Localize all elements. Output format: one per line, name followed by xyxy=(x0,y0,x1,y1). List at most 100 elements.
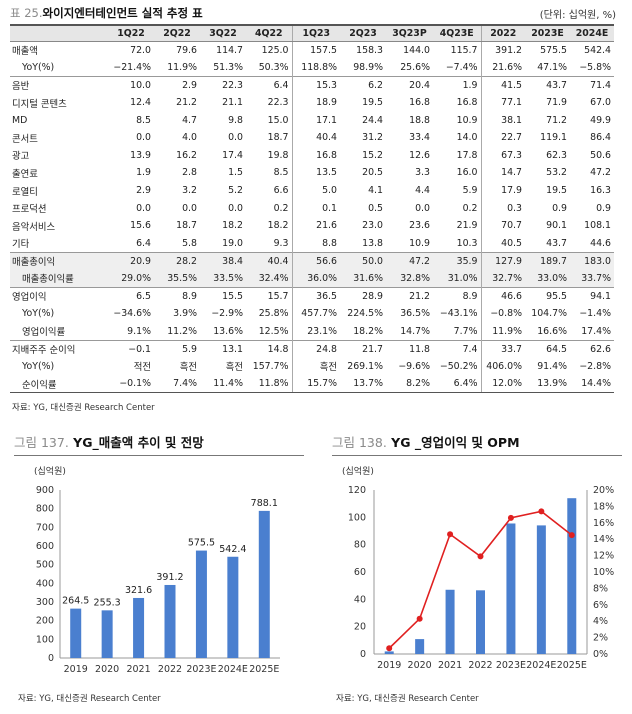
table-cell: 62.3 xyxy=(546,149,567,161)
table-cell: 391.2 xyxy=(480,40,525,59)
table-cell: 2.9 xyxy=(136,185,151,197)
table-cell: 98.9% xyxy=(353,61,383,73)
table-cell: 36.0% xyxy=(291,269,340,288)
table-cell: 8.2% xyxy=(386,375,433,394)
table-cell: 94.1 xyxy=(570,286,614,305)
table-cell: 22.3 xyxy=(267,97,289,109)
table-cell: 21.6 xyxy=(291,216,340,235)
table-cell: 40.4 xyxy=(291,128,340,147)
table-cell: 12.5% xyxy=(258,325,289,337)
y-tick-label: 400 xyxy=(36,578,54,589)
table-cell: 542.4 xyxy=(570,40,614,59)
table-cell: 11.8 xyxy=(386,339,433,358)
table-cell: 17.1 xyxy=(291,111,340,129)
table-cell: 17.9 xyxy=(480,181,525,200)
table-cell: 77.1 xyxy=(480,93,525,112)
table-cell: 1.5 xyxy=(228,167,243,179)
table-cell: 적전 xyxy=(133,362,151,374)
fig137-source: 자료: YG, 대신증권 Research Center xyxy=(18,694,161,704)
table-cell: 115.7 xyxy=(433,40,481,59)
op-profit-bar xyxy=(476,590,485,654)
y-tick-label: 0 xyxy=(48,653,54,664)
table-cell: 64.5 xyxy=(525,339,570,358)
y2-tick-label: 16% xyxy=(593,518,614,529)
table-cell: 62.6 xyxy=(570,339,614,358)
opm-point xyxy=(447,531,454,538)
table-cell: 흑전 xyxy=(179,362,197,374)
row-label: 영업이익률 xyxy=(22,327,66,339)
table-cell: 158.3 xyxy=(340,40,386,59)
table-cell: 4.0 xyxy=(182,132,197,144)
table-cell: 33.7% xyxy=(570,269,614,288)
table-cell: 32.4% xyxy=(246,269,292,288)
op-profit-bar xyxy=(536,525,546,654)
column-header: 1Q22 xyxy=(108,24,154,42)
table-title-prefix: 표 25. xyxy=(10,6,43,20)
y2-tick-label: 12% xyxy=(593,551,614,562)
table-cell: 0.1 xyxy=(291,199,340,217)
table-cell: −0.1 xyxy=(108,339,154,358)
table-row: YoY(%) 적전 흑전 흑전 157.7% 흑전 269.1% −9.6% −50.2% 406… xyxy=(10,357,614,376)
table-cell: 157.5 xyxy=(291,40,340,59)
row-label: 콘서트 xyxy=(12,133,38,145)
table-cell: −5.8% xyxy=(579,61,611,73)
table-cell: 3.9% xyxy=(173,308,197,320)
x-tick-label: 2023E xyxy=(186,664,216,675)
table-cell: 16.8 xyxy=(409,97,430,109)
table-cell: 16.3 xyxy=(590,185,611,197)
table-cell: 29.0% xyxy=(108,269,154,288)
table-cell: 6.4% xyxy=(433,375,481,394)
table-cell: 21.2 xyxy=(386,286,433,305)
table-cell: 0.0 xyxy=(136,202,151,214)
row-label: YoY(%) xyxy=(22,360,55,372)
table-cell: 49.9 xyxy=(590,114,611,126)
y-axis-unit-label: (십억원) xyxy=(34,465,66,477)
table-cell: 23.1% xyxy=(291,322,340,341)
table-cell: 43.7 xyxy=(525,75,570,94)
table-cell: 16.8 xyxy=(456,97,478,109)
table-cell: 18.7 xyxy=(267,132,289,144)
table-cell: 13.1 xyxy=(200,339,246,358)
table-cell: 51.3% xyxy=(213,61,243,73)
revenue-bar xyxy=(164,584,176,658)
table-cell: 흑전 xyxy=(225,362,243,374)
table-cell: 38.1 xyxy=(480,111,525,129)
revenue-chart: (십억원) 0 100 200 300 400 500 600 700 800 900 264.5 20… xyxy=(34,465,280,675)
table-cell: 12.4 xyxy=(130,97,151,109)
table-row: 매출총이익 20.9 28.2 38.4 40.4 56.6 50.0 47.2 35.9 127… xyxy=(10,251,614,270)
y2-tick-label: 8% xyxy=(593,583,608,594)
table-cell: 13.8 xyxy=(362,237,383,249)
y2-tick-label: 2% xyxy=(593,633,608,644)
table-cell: 18.2% xyxy=(353,325,383,337)
table-cell: 11.2% xyxy=(167,325,197,337)
table-cell: 14.8 xyxy=(246,339,292,358)
table-row: 영업이익률 9.1% 11.2% 13.6% 12.5% 23.1% 18.2% 14.7% 7… xyxy=(10,322,614,341)
table-cell: 15.3 xyxy=(291,75,340,94)
table-cell: 15.6 xyxy=(130,220,151,232)
table-cell: 104.7% xyxy=(531,308,567,320)
table-cell: 18.2 xyxy=(222,220,243,232)
table-cell: 36.5 xyxy=(291,286,340,305)
table-cell: 18.9 xyxy=(291,93,340,112)
earnings-table: 1Q22 2Q22 3Q22 4Q22 1Q23 2Q23 3Q23P 4Q23E 2022 20… xyxy=(10,24,614,394)
table-cell: 1.9 xyxy=(136,167,151,179)
bar-value-label: 264.5 xyxy=(62,596,89,607)
table-cell: 17.4% xyxy=(581,325,611,337)
y-tick-label: 900 xyxy=(36,485,54,496)
table-cell: 6.2 xyxy=(340,75,386,94)
table-cell: 31.6% xyxy=(340,269,386,288)
table-cell: 46.6 xyxy=(480,286,525,305)
table-cell: 0.0 xyxy=(415,202,430,214)
table-cell: 16.8 xyxy=(291,146,340,165)
column-header: 2023E xyxy=(525,24,570,42)
bar-value-label: 788.1 xyxy=(251,498,278,509)
table-cell: 0.5 xyxy=(368,202,383,214)
table-cell: 15.7% xyxy=(291,375,340,394)
table-cell: 11.9% xyxy=(480,322,525,341)
y2-tick-label: 0% xyxy=(593,649,608,660)
table-cell: 67.0 xyxy=(590,97,611,109)
table-cell: 10.0 xyxy=(108,75,154,94)
table-row: 매출총이익률 29.0% 35.5% 33.5% 32.4% 36.0% 31.6% 32.8… xyxy=(10,269,614,288)
table-cell: 20.9 xyxy=(108,251,154,270)
table-cell: 16.0 xyxy=(456,167,478,179)
